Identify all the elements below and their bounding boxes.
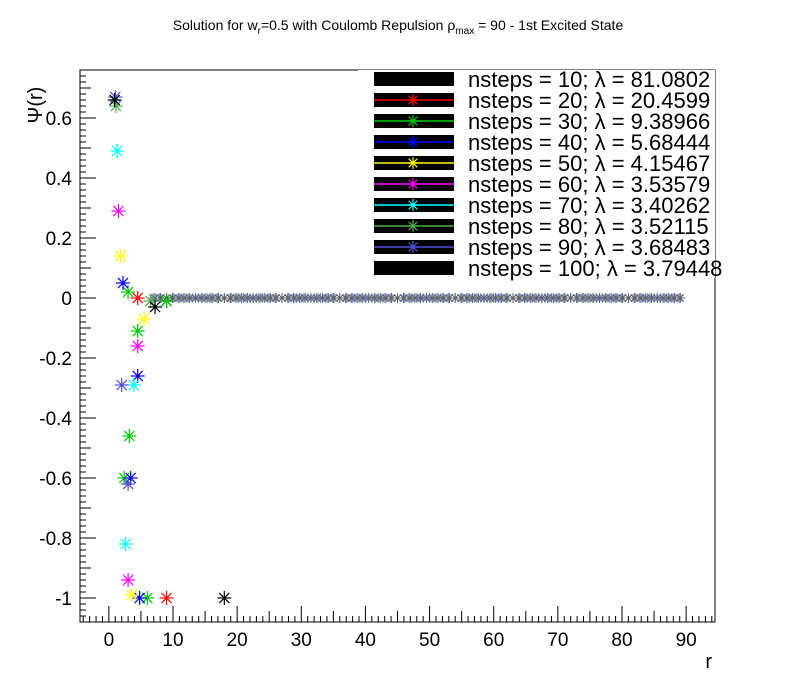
y-tick-label: -0.8 — [39, 529, 72, 550]
legend-marker — [407, 199, 419, 211]
tail-points — [147, 293, 686, 303]
series-point — [111, 204, 126, 218]
legend-marker — [407, 157, 419, 169]
legend-label: nsteps = 40; λ = 5.68444 — [468, 130, 710, 155]
tail-point — [675, 293, 686, 303]
tail-point — [519, 293, 530, 303]
tail-point — [277, 293, 288, 303]
series-points — [107, 90, 232, 605]
y-tick-label: -0.4 — [39, 409, 72, 430]
series-point — [130, 339, 145, 353]
series-point — [113, 249, 128, 263]
tail-point — [415, 293, 426, 303]
tail-point — [502, 293, 513, 303]
series-point — [130, 324, 145, 338]
legend-marker — [407, 262, 419, 274]
tail-point — [594, 293, 605, 303]
legend-marker — [407, 220, 419, 232]
legend-label: nsteps = 100; λ = 3.79448 — [468, 256, 722, 281]
series-point — [110, 144, 125, 158]
series-point — [118, 537, 133, 551]
x-tick-label: 0 — [104, 630, 115, 651]
legend-marker — [407, 94, 419, 106]
legend-marker — [407, 178, 419, 190]
tail-point — [386, 293, 397, 303]
tail-point — [559, 293, 570, 303]
y-tick-label: 0.4 — [46, 169, 73, 190]
x-tick-label: 80 — [611, 630, 632, 651]
y-tick-label: -0.2 — [39, 349, 72, 370]
tail-point — [548, 293, 559, 303]
legend-label: nsteps = 90; λ = 3.68483 — [468, 235, 710, 260]
tail-point — [571, 293, 582, 303]
y-tick-label: 0.2 — [46, 229, 72, 250]
y-tick-label: -1 — [55, 589, 72, 610]
series-point — [159, 294, 174, 308]
legend-label: nsteps = 50; λ = 4.15467 — [468, 151, 710, 176]
y-tick-label: 0 — [61, 289, 72, 310]
tail-point — [640, 293, 651, 303]
series-point — [126, 378, 141, 392]
chart-title: Solution for wr=0.5 with Coulomb Repulsi… — [173, 17, 624, 37]
x-tick-label: 20 — [227, 630, 248, 651]
tail-point — [583, 293, 593, 303]
legend-marker — [407, 115, 419, 127]
x-tick-label: 10 — [162, 630, 183, 651]
series-point — [137, 312, 152, 326]
series-point — [115, 276, 130, 290]
x-axis-label: r — [705, 651, 712, 673]
y-tick-label: -0.6 — [39, 469, 72, 490]
legend-marker — [407, 241, 419, 253]
tail-point — [456, 293, 466, 303]
tail-point — [346, 293, 357, 303]
legend-label: nsteps = 70; λ = 3.40262 — [468, 193, 710, 218]
series-point — [122, 429, 137, 443]
y-axis-label: Ψ(r) — [25, 87, 47, 124]
tail-point — [525, 293, 536, 303]
series-point — [121, 477, 136, 491]
y-axis-ticks: -1 -0.8 -0.6 -0.4 -0.2 0 0.2 0.4 0.6 — [39, 69, 96, 623]
tail-point — [380, 293, 391, 303]
legend-marker — [407, 136, 419, 148]
series-point — [217, 591, 232, 605]
x-tick-label: 50 — [419, 630, 440, 651]
legend-label: nsteps = 60; λ = 3.53579 — [468, 172, 710, 197]
legend-label: nsteps = 30; λ = 9.38966 — [468, 109, 710, 134]
x-axis-ticks: 0 10 20 30 40 50 60 70 80 90 — [82, 606, 713, 651]
series-point — [159, 591, 174, 605]
tail-point — [507, 293, 518, 303]
series-point — [121, 573, 136, 587]
x-tick-label: 60 — [483, 630, 504, 651]
x-tick-label: 40 — [355, 630, 376, 651]
tail-point — [588, 293, 599, 303]
legend-swatch — [374, 72, 454, 86]
tail-point — [248, 293, 259, 303]
legend-label: nsteps = 20; λ = 20.4599 — [468, 88, 710, 113]
tail-point — [282, 293, 293, 303]
tail-point — [450, 293, 461, 303]
series-point — [124, 588, 139, 602]
legend-label: nsteps = 80; λ = 3.52115 — [468, 214, 709, 239]
series-point — [130, 291, 145, 305]
series-point — [114, 378, 129, 392]
tail-point — [398, 293, 409, 303]
x-tick-label: 30 — [291, 630, 312, 651]
series-point — [143, 294, 158, 308]
legend-label: nsteps = 10; λ = 81.0802 — [468, 67, 710, 92]
x-tick-label: 90 — [676, 630, 697, 651]
series-point — [123, 471, 138, 485]
series-point — [148, 300, 163, 314]
series-point — [107, 93, 122, 107]
y-tick-label: 0.6 — [46, 109, 72, 130]
series-point — [108, 90, 123, 104]
x-tick-label: 70 — [547, 630, 568, 651]
